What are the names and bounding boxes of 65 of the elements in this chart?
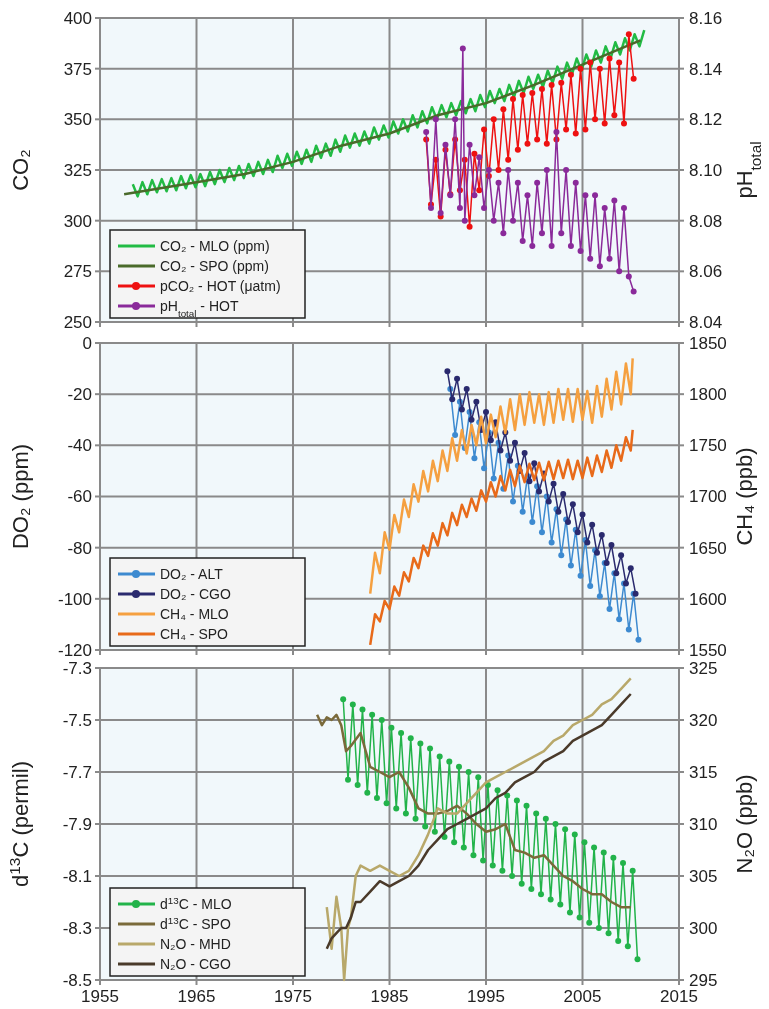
y-axis-title: CO₂ <box>8 149 33 191</box>
legend-label: CH₄ - SPO <box>160 625 229 642</box>
y-tick-label: -60 <box>67 487 92 507</box>
y2-tick-label: 1750 <box>689 436 727 456</box>
legend-label: pH$_{total}$ - HOT <box>160 297 239 319</box>
y-tick-label: -100 <box>57 589 92 609</box>
y-tick-label: 300 <box>63 211 92 231</box>
y2-tick-label: 320 <box>689 710 718 730</box>
y-tick-label: -7.5 <box>62 710 92 730</box>
legend-label: CO₂ - MLO (ppm) <box>160 237 270 254</box>
legend-label: d$^{13}$C - SPO <box>160 914 231 932</box>
x-tick-label: 1985 <box>370 987 409 1006</box>
y-tick-label: 250 <box>63 312 92 332</box>
legend-label: d$^{13}$C - MLO <box>160 894 232 912</box>
x-tick-label: 2015 <box>660 987 698 1006</box>
y2-tick-label: 8.10 <box>689 160 723 180</box>
y-tick-label: -120 <box>57 640 92 660</box>
legend-label: CH₄ - MLO <box>160 605 229 622</box>
legend-label: pCO₂ - HOT (μatm) <box>160 277 281 294</box>
y-tick-label: -7.7 <box>62 762 92 782</box>
y2-tick-label: 1600 <box>689 589 727 609</box>
y2-tick-label: 8.06 <box>689 262 723 282</box>
x-tick-label: 1965 <box>177 987 216 1006</box>
y-tick-label: -8.3 <box>62 918 92 938</box>
y-tick-label: 350 <box>63 110 92 130</box>
y2-tick-label: 8.16 <box>689 8 723 28</box>
y2-tick-label: 8.12 <box>689 110 723 130</box>
y-tick-label: 275 <box>63 262 92 282</box>
y2-tick-label: 1550 <box>689 640 727 660</box>
y-tick-label: -40 <box>67 436 92 456</box>
x-tick-label: 1955 <box>81 987 119 1006</box>
y2-axis-title: CH₄ (ppb) <box>732 447 757 546</box>
x-tick-label: 1975 <box>274 987 312 1006</box>
y2-tick-label: 315 <box>689 762 718 782</box>
y2-tick-label: 1700 <box>689 487 727 507</box>
y-tick-label: -80 <box>67 538 92 558</box>
x-tick-label: 2005 <box>563 987 602 1006</box>
y2-tick-label: 8.04 <box>689 312 723 332</box>
y-tick-label: -20 <box>67 385 92 405</box>
legend-label: N₂O - CGO <box>160 955 231 972</box>
y-tick-label: 375 <box>63 59 92 79</box>
legend-label: CO₂ - SPO (ppm) <box>160 257 269 274</box>
y2-tick-label: 8.14 <box>689 59 723 79</box>
y-tick-label: -8.1 <box>62 866 92 886</box>
y2-tick-label: 305 <box>689 866 718 886</box>
y-tick-label: -8.5 <box>62 970 92 990</box>
x-tick-label: 1995 <box>467 987 505 1006</box>
legend-label: N₂O - MHD <box>160 935 231 952</box>
y2-tick-label: 310 <box>689 814 718 834</box>
y-axis-title: DO₂ (ppm) <box>8 443 33 550</box>
y2-tick-label: 8.08 <box>689 211 723 231</box>
y2-tick-label: 300 <box>689 918 718 938</box>
y-tick-label: 400 <box>63 8 92 28</box>
y2-tick-label: 325 <box>689 658 718 678</box>
y-tick-label: -7.9 <box>62 814 92 834</box>
y2-tick-label: 1800 <box>689 385 727 405</box>
y2-tick-label: 295 <box>689 970 718 990</box>
y2-axis-title: N₂O (ppb) <box>732 774 757 874</box>
y-tick-label: 325 <box>63 160 92 180</box>
y-tick-label: 0 <box>82 333 92 353</box>
y2-tick-label: 1850 <box>689 333 727 353</box>
legend-label: DO₂ - CGO <box>160 585 231 602</box>
legend-label: DO₂ - ALT <box>160 565 224 582</box>
y2-tick-label: 1650 <box>689 538 727 558</box>
y-tick-label: -7.3 <box>62 658 92 678</box>
